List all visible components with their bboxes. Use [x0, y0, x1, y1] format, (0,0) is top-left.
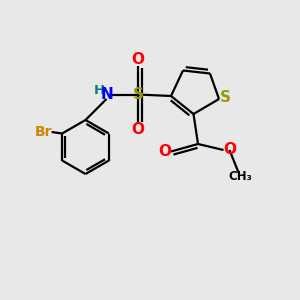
Text: N: N: [100, 87, 113, 102]
Text: O: O: [131, 122, 145, 137]
Text: O: O: [223, 142, 236, 158]
Text: O: O: [158, 144, 172, 159]
Text: O: O: [131, 52, 145, 67]
Text: S: S: [133, 87, 143, 102]
Text: CH₃: CH₃: [228, 170, 252, 184]
Text: Br: Br: [34, 125, 52, 139]
Text: H: H: [93, 83, 105, 97]
Text: S: S: [220, 90, 231, 105]
